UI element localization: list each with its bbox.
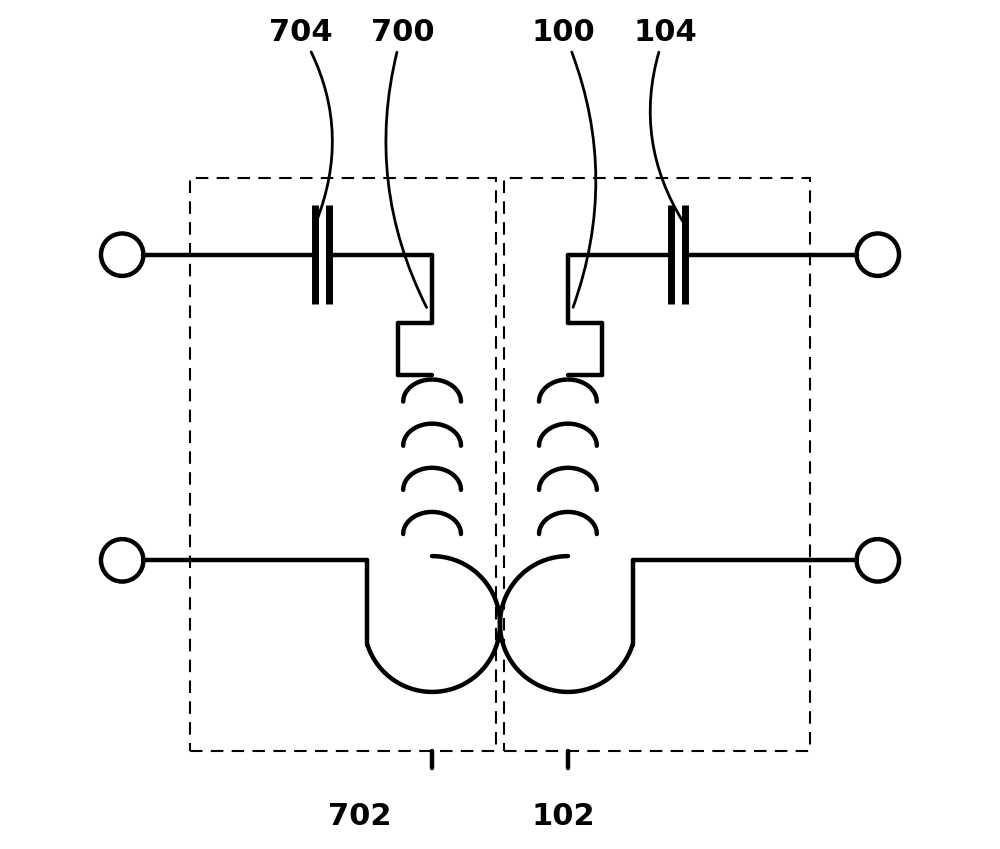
Text: 100: 100 bbox=[532, 18, 596, 307]
Text: 104: 104 bbox=[634, 18, 697, 222]
Text: 700: 700 bbox=[371, 18, 434, 307]
Bar bbox=[504, 178, 810, 751]
Text: 702: 702 bbox=[328, 802, 392, 831]
Text: 102: 102 bbox=[532, 802, 595, 831]
Text: 704: 704 bbox=[269, 18, 332, 222]
Bar bbox=[190, 178, 496, 751]
